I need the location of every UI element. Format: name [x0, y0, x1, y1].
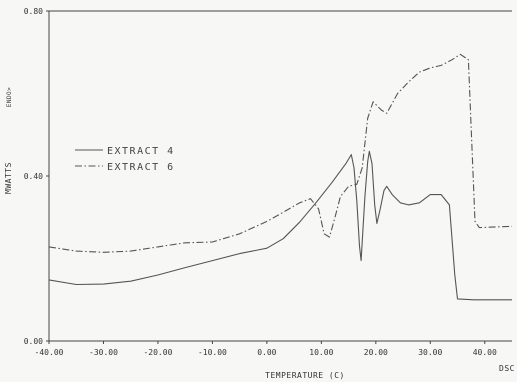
x-tick-label: -10.00 [198, 348, 227, 357]
dsc-corner-label: DSC [499, 364, 515, 373]
legend-label-extract-6: EXTRACT 6 [107, 162, 175, 173]
x-tick-label: -40.00 [35, 348, 64, 357]
x-axis-ticks: -40.00 -30.00 -20.00 -10.00 0.00 10.00 20.00 30… [35, 341, 497, 357]
x-tick-label: -30.00 [89, 348, 118, 357]
x-tick-label: 0.00 [257, 348, 276, 357]
series-line-extract-6 [48, 53, 513, 253]
x-tick-label: -20.00 [143, 348, 172, 357]
y-axis-label: MWATTS [4, 162, 13, 194]
y-tick-label: 0.80 [24, 7, 43, 16]
y-tick-label: 0.40 [24, 172, 43, 181]
x-tick-label: 20.00 [364, 348, 388, 357]
legend: EXTRACT 4 EXTRACT 6 [75, 146, 175, 173]
x-tick-label: 40.00 [473, 348, 497, 357]
series-line-extract-4 [48, 150, 512, 301]
plot-frame [48, 10, 512, 342]
x-tick-label: 30.00 [418, 348, 442, 357]
x-tick-label: 10.00 [309, 348, 333, 357]
x-axis-label: TEMPERATURE (C) [265, 371, 345, 380]
legend-label-extract-4: EXTRACT 4 [107, 146, 175, 157]
y-tick-label: 0.00 [24, 337, 43, 346]
endo-direction-label: ENDO> [6, 87, 13, 108]
y-axis-ticks: 0.00 0.40 0.80 [24, 7, 49, 346]
series-layer [48, 53, 513, 301]
